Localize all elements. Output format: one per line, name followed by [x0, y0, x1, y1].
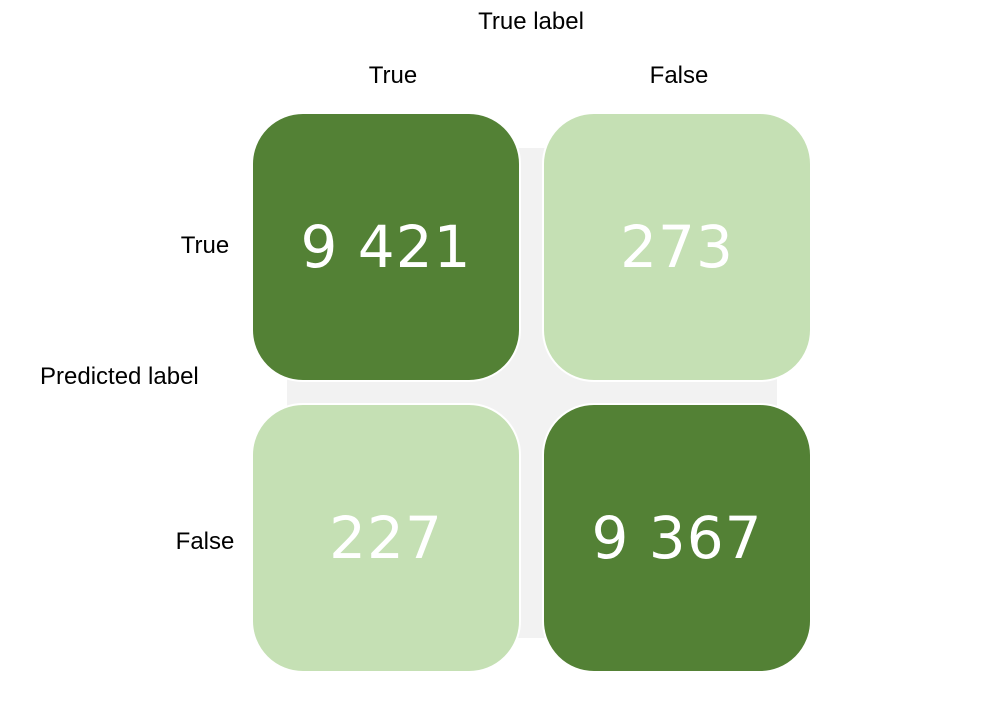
- cell-value: 9 367: [591, 504, 763, 572]
- cell-false-negative: 227: [251, 403, 521, 673]
- cell-value: 273: [620, 213, 734, 281]
- cell-value: 9 421: [300, 213, 472, 281]
- cell-true-positive: 9 421: [251, 112, 521, 382]
- cell-value: 227: [329, 504, 443, 572]
- row-axis-title: Predicted label: [40, 363, 199, 390]
- column-header-true: True: [368, 62, 418, 89]
- row-header-true: True: [180, 232, 230, 259]
- cell-false-positive: 273: [542, 112, 812, 382]
- row-header-false: False: [175, 528, 235, 555]
- cell-true-negative: 9 367: [542, 403, 812, 673]
- column-header-false: False: [649, 62, 709, 89]
- column-axis-title: True label: [478, 8, 584, 35]
